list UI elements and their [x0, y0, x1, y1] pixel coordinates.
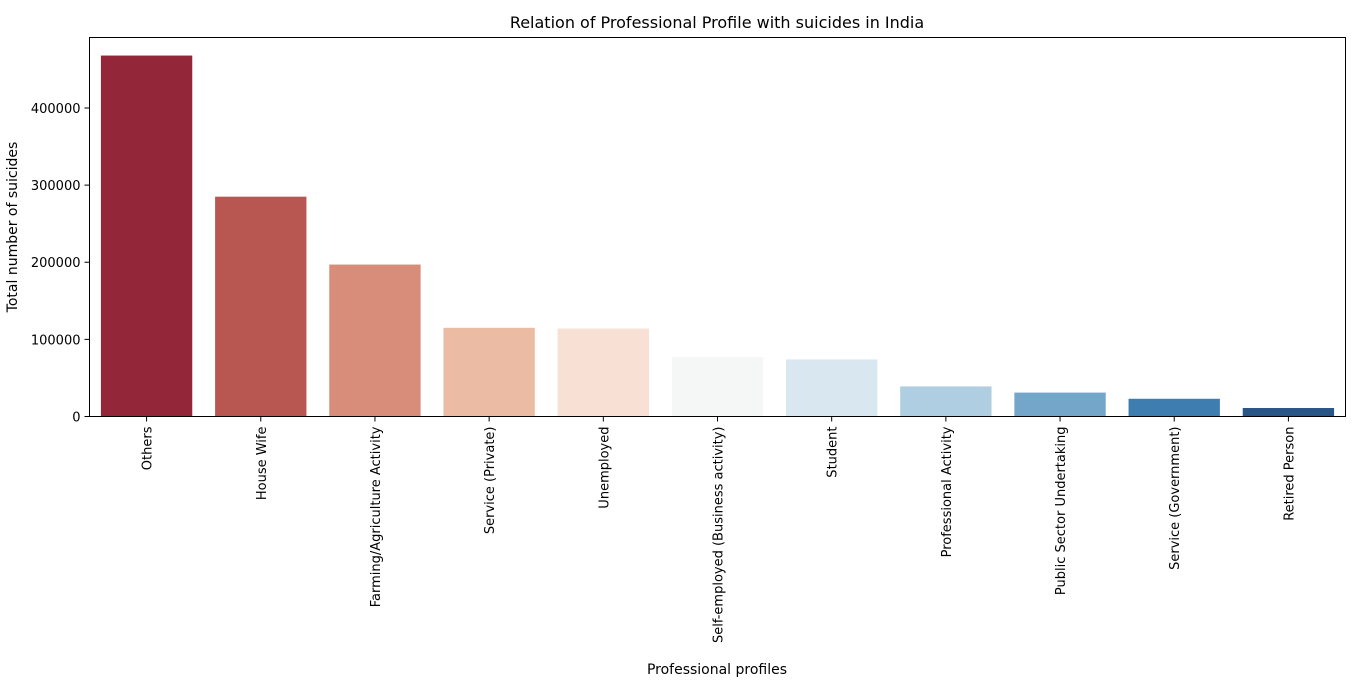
bar-8 [1014, 392, 1106, 417]
bar-10 [1242, 408, 1335, 417]
y-axis: 0 100000 200000 300000 400000 [31, 102, 90, 426]
x-tick-label: Retired Person [1282, 427, 1297, 521]
x-tick-label: Student [826, 427, 841, 478]
x-tick-label: Service (Government) [1168, 427, 1183, 570]
x-tick-label: Others [141, 426, 156, 470]
x-axis: Others House Wife Farming/Agriculture Acti… [141, 416, 1297, 644]
bar-5 [671, 357, 764, 417]
chart-title: Relation of Professional Profile with su… [510, 13, 924, 32]
x-tick-label: Professional Activity [940, 426, 955, 557]
bar-3 [443, 327, 535, 417]
x-tick-label: Self-employed (Business activity) [712, 427, 727, 644]
x-tick-label: House Wife [255, 427, 270, 501]
y-tick-label: 300000 [31, 179, 81, 194]
bar-1 [215, 196, 307, 417]
y-tick-label: 200000 [31, 256, 81, 271]
bar-6 [786, 359, 878, 417]
y-tick-label: 400000 [31, 102, 81, 117]
x-tick-label: Unemployed [597, 427, 612, 509]
x-tick-label: Service (Private) [483, 427, 498, 535]
bar-2 [329, 264, 421, 417]
x-tick-label: Public Sector Undertaking [1054, 427, 1069, 596]
x-tick-label: Farming/Agriculture Activity [369, 426, 384, 607]
y-tick-label: 0 [72, 411, 80, 426]
y-axis-label: Total number of suicides [5, 142, 21, 314]
y-tick-label: 100000 [31, 333, 81, 348]
bar-0 [100, 55, 193, 417]
plot-frame [89, 37, 1346, 417]
bar-4 [557, 328, 649, 417]
bar-9 [1128, 398, 1220, 417]
bars-group [100, 55, 1335, 417]
x-axis-label: Professional profiles [647, 662, 787, 678]
bar-7 [900, 386, 992, 417]
